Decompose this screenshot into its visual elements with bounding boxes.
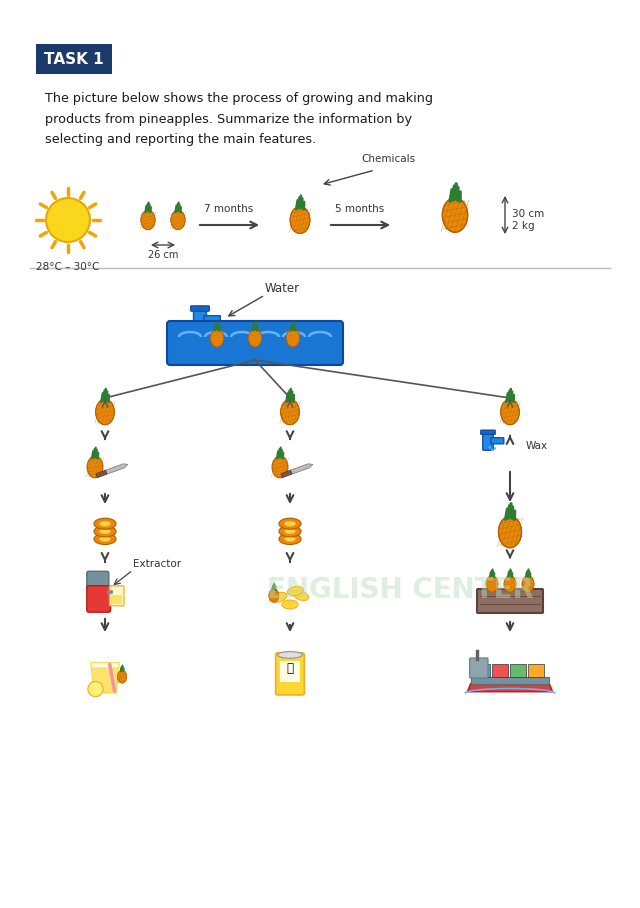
Text: The picture below shows the process of growing and making
products from pineappl: The picture below shows the process of g… <box>45 92 433 146</box>
Ellipse shape <box>94 518 116 529</box>
Text: ENGLISH CENTER: ENGLISH CENTER <box>267 576 533 604</box>
Ellipse shape <box>272 456 288 478</box>
Ellipse shape <box>94 526 116 537</box>
Ellipse shape <box>500 400 519 425</box>
Text: 28°C – 30°C: 28°C – 30°C <box>36 262 100 272</box>
Ellipse shape <box>284 537 296 541</box>
Ellipse shape <box>284 521 296 527</box>
FancyBboxPatch shape <box>87 586 111 612</box>
Ellipse shape <box>279 526 301 537</box>
FancyBboxPatch shape <box>276 653 305 695</box>
FancyBboxPatch shape <box>481 430 495 434</box>
Ellipse shape <box>117 670 127 683</box>
FancyBboxPatch shape <box>470 658 488 678</box>
FancyBboxPatch shape <box>280 661 300 682</box>
Ellipse shape <box>141 211 155 230</box>
FancyBboxPatch shape <box>492 664 508 677</box>
Text: TASK 1: TASK 1 <box>44 53 104 67</box>
Polygon shape <box>96 470 107 478</box>
Ellipse shape <box>269 588 279 602</box>
Text: Extractor: Extractor <box>133 559 181 569</box>
Text: 30 cm
2 kg: 30 cm 2 kg <box>512 209 544 231</box>
Polygon shape <box>467 684 553 692</box>
Circle shape <box>488 446 491 449</box>
Text: 🍍: 🍍 <box>287 662 294 675</box>
FancyBboxPatch shape <box>191 306 209 311</box>
FancyBboxPatch shape <box>470 677 549 684</box>
FancyBboxPatch shape <box>87 571 109 591</box>
Ellipse shape <box>287 587 303 596</box>
Ellipse shape <box>287 329 300 347</box>
Ellipse shape <box>278 652 302 658</box>
Ellipse shape <box>271 592 287 602</box>
Text: 26 cm: 26 cm <box>148 250 178 260</box>
FancyBboxPatch shape <box>510 664 526 677</box>
Ellipse shape <box>293 590 308 600</box>
Ellipse shape <box>99 528 111 534</box>
Text: 7 months: 7 months <box>204 204 253 214</box>
FancyBboxPatch shape <box>36 44 112 74</box>
Ellipse shape <box>279 518 301 529</box>
FancyBboxPatch shape <box>477 589 543 613</box>
Text: Chemicals: Chemicals <box>361 154 415 164</box>
Ellipse shape <box>284 528 296 534</box>
Circle shape <box>46 198 90 242</box>
Ellipse shape <box>442 198 468 232</box>
Polygon shape <box>92 667 118 693</box>
Ellipse shape <box>95 400 115 425</box>
Circle shape <box>493 447 496 449</box>
Polygon shape <box>91 663 119 693</box>
Circle shape <box>204 330 207 333</box>
FancyBboxPatch shape <box>111 595 122 604</box>
Ellipse shape <box>499 517 522 548</box>
FancyBboxPatch shape <box>491 438 504 444</box>
Ellipse shape <box>486 576 498 592</box>
Polygon shape <box>291 464 313 474</box>
Circle shape <box>491 449 493 451</box>
Ellipse shape <box>99 521 111 527</box>
FancyBboxPatch shape <box>167 321 343 365</box>
Text: Water: Water <box>265 282 300 295</box>
FancyBboxPatch shape <box>483 431 493 450</box>
FancyBboxPatch shape <box>528 664 545 677</box>
FancyBboxPatch shape <box>204 316 220 323</box>
Ellipse shape <box>504 576 516 592</box>
Ellipse shape <box>290 206 310 233</box>
Ellipse shape <box>94 534 116 545</box>
FancyBboxPatch shape <box>474 664 490 677</box>
Ellipse shape <box>99 537 111 541</box>
Circle shape <box>200 327 204 330</box>
Ellipse shape <box>171 211 185 230</box>
Ellipse shape <box>211 329 223 347</box>
FancyBboxPatch shape <box>193 308 207 331</box>
Polygon shape <box>106 464 128 474</box>
Ellipse shape <box>281 400 300 425</box>
FancyBboxPatch shape <box>109 586 124 606</box>
Circle shape <box>88 682 103 696</box>
Polygon shape <box>281 470 292 478</box>
Ellipse shape <box>248 329 262 347</box>
Text: 5 months: 5 months <box>335 204 385 214</box>
Ellipse shape <box>522 576 534 592</box>
Text: Wax: Wax <box>526 441 548 451</box>
Ellipse shape <box>87 456 103 478</box>
Circle shape <box>207 328 211 331</box>
Ellipse shape <box>279 534 301 545</box>
Ellipse shape <box>282 600 298 609</box>
